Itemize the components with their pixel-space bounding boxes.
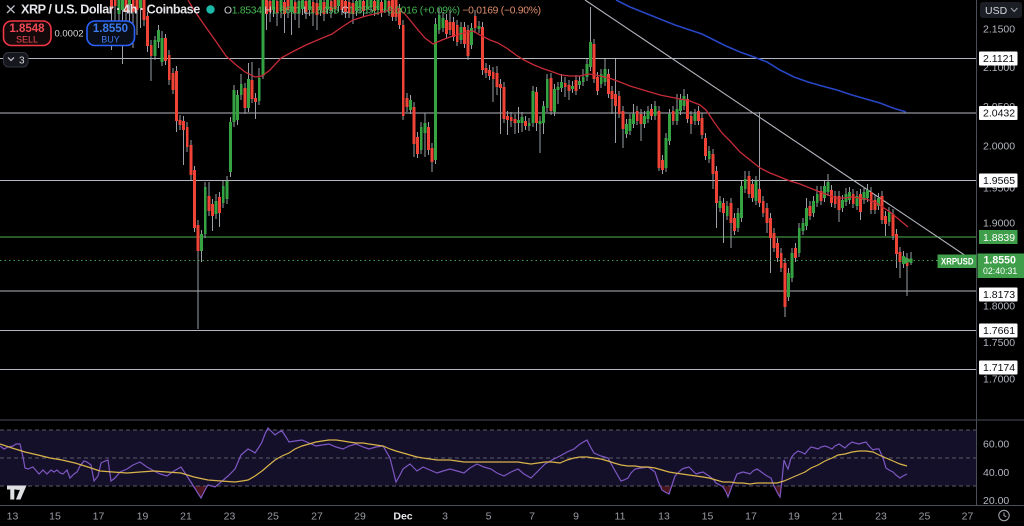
svg-text:5: 5 xyxy=(486,511,492,523)
svg-text:USD: USD xyxy=(985,5,1008,17)
svg-text:1.8173: 1.8173 xyxy=(983,289,1015,301)
svg-text:29: 29 xyxy=(354,511,366,523)
svg-text:2.1500: 2.1500 xyxy=(983,24,1015,36)
svg-text:1.7174: 1.7174 xyxy=(983,362,1015,374)
svg-text:1.8000: 1.8000 xyxy=(983,301,1015,313)
svg-text:7: 7 xyxy=(529,511,535,523)
svg-text:0.0002: 0.0002 xyxy=(54,29,83,40)
svg-text:3: 3 xyxy=(442,511,448,523)
svg-text:3: 3 xyxy=(19,56,25,67)
svg-text:23: 23 xyxy=(875,511,887,523)
svg-text:1.7500: 1.7500 xyxy=(983,337,1015,349)
svg-text:02:40:31: 02:40:31 xyxy=(983,266,1017,276)
svg-text:SELL: SELL xyxy=(16,35,38,45)
svg-text:40.00: 40.00 xyxy=(983,467,1009,479)
svg-text:Dec: Dec xyxy=(393,511,412,523)
svg-text:25: 25 xyxy=(267,511,279,523)
svg-text:19: 19 xyxy=(788,511,800,523)
svg-text:O1.8534 H1.8611 L1.8498 C1.855: O1.8534 H1.8611 L1.8498 C1.8550 +0.0016 … xyxy=(224,5,541,16)
svg-text:11: 11 xyxy=(615,511,626,523)
svg-text:19: 19 xyxy=(137,511,149,523)
svg-text:BUY: BUY xyxy=(101,35,120,45)
svg-text:23: 23 xyxy=(224,511,236,523)
svg-text:1.7000: 1.7000 xyxy=(983,374,1015,386)
svg-text:XRPUSD: XRPUSD xyxy=(941,256,974,267)
svg-text:1.9000: 1.9000 xyxy=(983,218,1015,230)
svg-text:2.0000: 2.0000 xyxy=(983,141,1015,153)
svg-text:27: 27 xyxy=(962,511,974,523)
svg-text:1.8550: 1.8550 xyxy=(984,255,1017,267)
svg-text:25: 25 xyxy=(919,511,931,523)
svg-text:13: 13 xyxy=(658,511,670,523)
svg-text:60.00: 60.00 xyxy=(983,439,1009,451)
svg-text:21: 21 xyxy=(180,511,192,523)
svg-text:17: 17 xyxy=(93,511,105,523)
svg-text:15: 15 xyxy=(702,511,714,523)
svg-text:9: 9 xyxy=(573,511,579,523)
svg-text:17: 17 xyxy=(745,511,757,523)
svg-text:1.8839: 1.8839 xyxy=(983,232,1015,244)
svg-text:13: 13 xyxy=(7,511,19,523)
svg-text:XRP / U.S. Dollar · 4h · Coinb: XRP / U.S. Dollar · 4h · Coinbase xyxy=(21,3,200,17)
svg-text:27: 27 xyxy=(311,511,323,523)
svg-text:2.0432: 2.0432 xyxy=(983,108,1015,120)
svg-text:15: 15 xyxy=(49,511,61,523)
svg-text:20.00: 20.00 xyxy=(983,495,1009,507)
svg-text:1.8550: 1.8550 xyxy=(93,23,128,35)
svg-text:2.1121: 2.1121 xyxy=(983,53,1014,65)
svg-text:21: 21 xyxy=(832,511,844,523)
svg-text:1.8548: 1.8548 xyxy=(9,23,45,35)
svg-text:1.9565: 1.9565 xyxy=(983,175,1015,187)
svg-text:1.7661: 1.7661 xyxy=(983,325,1015,337)
